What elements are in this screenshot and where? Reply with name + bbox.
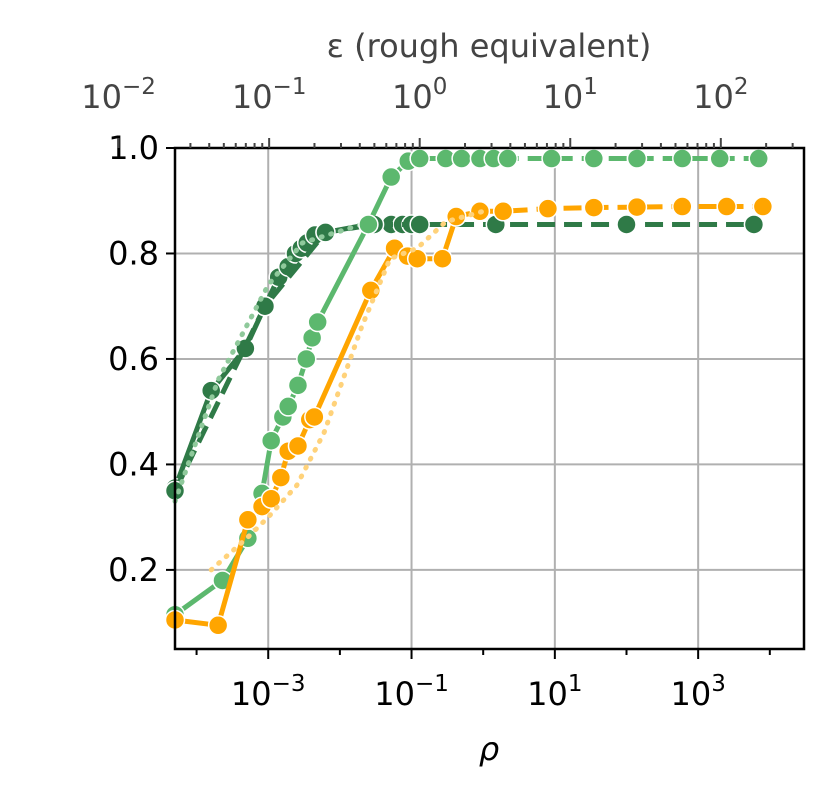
data-point — [716, 196, 737, 217]
data-point — [207, 615, 229, 636]
x-tick-label: 10−3 — [231, 671, 306, 713]
series-line — [172, 222, 754, 492]
top-tick-label: 10−2 — [81, 74, 156, 116]
y-tick-label: 0.6 — [108, 340, 159, 378]
data-point — [409, 214, 430, 235]
y-tick-label: 0.8 — [108, 234, 159, 272]
x-tick-label: 103 — [670, 671, 725, 713]
top-tick-label: 100 — [392, 74, 447, 116]
data-point — [616, 214, 637, 235]
data-point — [541, 148, 562, 169]
series-line — [172, 222, 364, 504]
x-axis-title: ρ — [479, 730, 499, 768]
axes: 0.2 0.4 0.6 0.8 1.0 10−3 10−1 101 103 10−2 10−1 100… — [81, 74, 794, 713]
data-point — [537, 198, 559, 219]
data-point — [409, 148, 430, 169]
data-point — [748, 148, 769, 169]
x-tick-label: 101 — [527, 671, 582, 713]
data-point — [492, 201, 514, 222]
data-point — [743, 214, 765, 235]
data-point — [672, 196, 693, 217]
y-tick-label: 0.4 — [108, 445, 159, 483]
data-point — [277, 396, 299, 417]
data-point — [432, 248, 453, 269]
series-layer — [164, 148, 774, 636]
data-point — [406, 248, 428, 269]
plot-frame — [173, 146, 806, 651]
data-point — [287, 375, 309, 396]
top-tick-label: 102 — [693, 74, 748, 116]
top-axis-title: ε (rough equivalent) — [327, 27, 652, 65]
data-point — [296, 348, 317, 370]
top-tick-label: 10−1 — [232, 74, 307, 116]
data-point — [583, 197, 605, 218]
data-point — [304, 406, 325, 428]
data-point — [270, 467, 292, 488]
data-point — [626, 196, 648, 218]
data-point — [672, 148, 693, 169]
data-point — [307, 311, 328, 333]
data-point — [287, 435, 309, 457]
series-line — [208, 208, 486, 573]
data-point — [358, 214, 379, 235]
data-point — [237, 509, 259, 531]
y-tick-label: 0.2 — [108, 551, 159, 589]
data-point — [380, 166, 402, 188]
data-point — [497, 148, 518, 169]
data-point — [260, 488, 282, 509]
data-point — [451, 148, 472, 169]
data-point — [626, 148, 648, 169]
top-tick-label: 101 — [543, 74, 598, 116]
series-group — [164, 148, 774, 636]
x-tick-label: 10−1 — [374, 671, 449, 713]
data-point — [583, 148, 605, 169]
data-point — [709, 148, 730, 169]
data-point — [260, 430, 282, 451]
y-tick-label: 1.0 — [108, 129, 159, 167]
data-point — [752, 196, 774, 217]
